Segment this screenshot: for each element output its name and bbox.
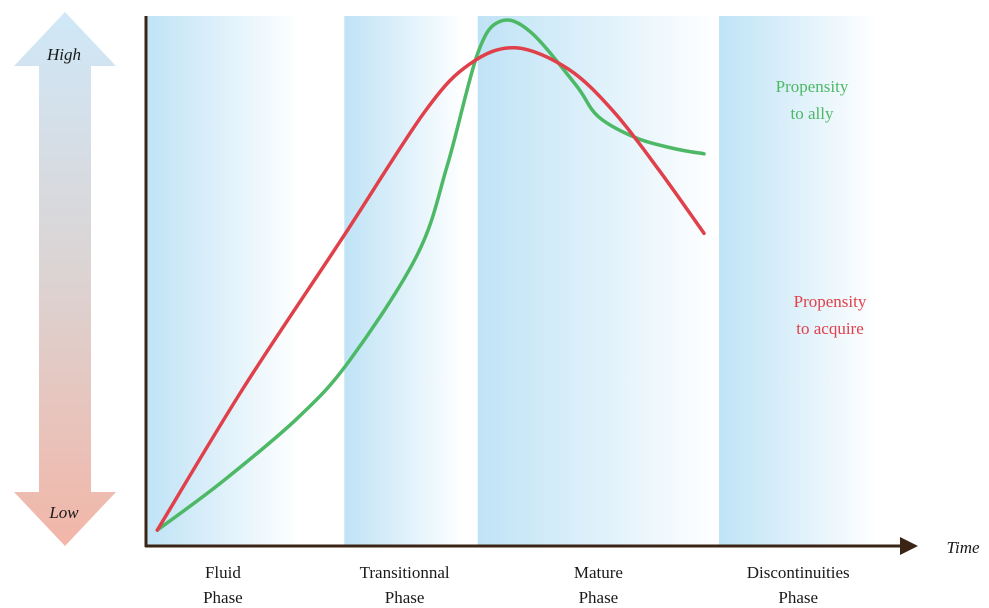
series-label-to-acquire-line1: Propensity xyxy=(794,292,867,311)
phase-bands xyxy=(146,16,878,546)
series-line-to-ally xyxy=(155,18,706,532)
phase-band-1 xyxy=(146,16,300,546)
x-axis-arrowhead xyxy=(900,537,918,555)
axes: Time xyxy=(144,16,980,557)
scale-arrow-shape xyxy=(14,12,116,546)
phase-band-4 xyxy=(719,16,878,546)
phase-label-2-line2: Phase xyxy=(385,588,425,607)
phase-label-4-line1: Discontinuities xyxy=(747,563,850,582)
x-axis-label: Time xyxy=(946,538,980,557)
phase-labels: Fluid Phase Transitionnal Phase Mature Phase D… xyxy=(203,563,850,607)
scale-low-label: Low xyxy=(48,503,79,522)
phase-label-3-line2: Phase xyxy=(579,588,619,607)
phase-label-3-line1: Mature xyxy=(574,563,623,582)
phase-band-3 xyxy=(477,16,720,546)
high-low-scale-arrow: High Low xyxy=(14,12,116,546)
series-labels: Propensity to ally Propensity to acquire xyxy=(776,77,867,338)
series-line-to-acquire xyxy=(155,46,706,532)
series-lines xyxy=(155,18,706,532)
phase-label-4-line2: Phase xyxy=(778,588,818,607)
scale-high-label: High xyxy=(46,45,81,64)
phase-label-2-line1: Transitionnal xyxy=(360,563,450,582)
series-label-to-acquire-line2: to acquire xyxy=(796,319,864,338)
phase-label-1-line2: Phase xyxy=(203,588,243,607)
series-label-to-ally-line2: to ally xyxy=(791,104,834,123)
series-label-to-ally-line1: Propensity xyxy=(776,77,849,96)
phase-label-1-line1: Fluid xyxy=(205,563,241,582)
